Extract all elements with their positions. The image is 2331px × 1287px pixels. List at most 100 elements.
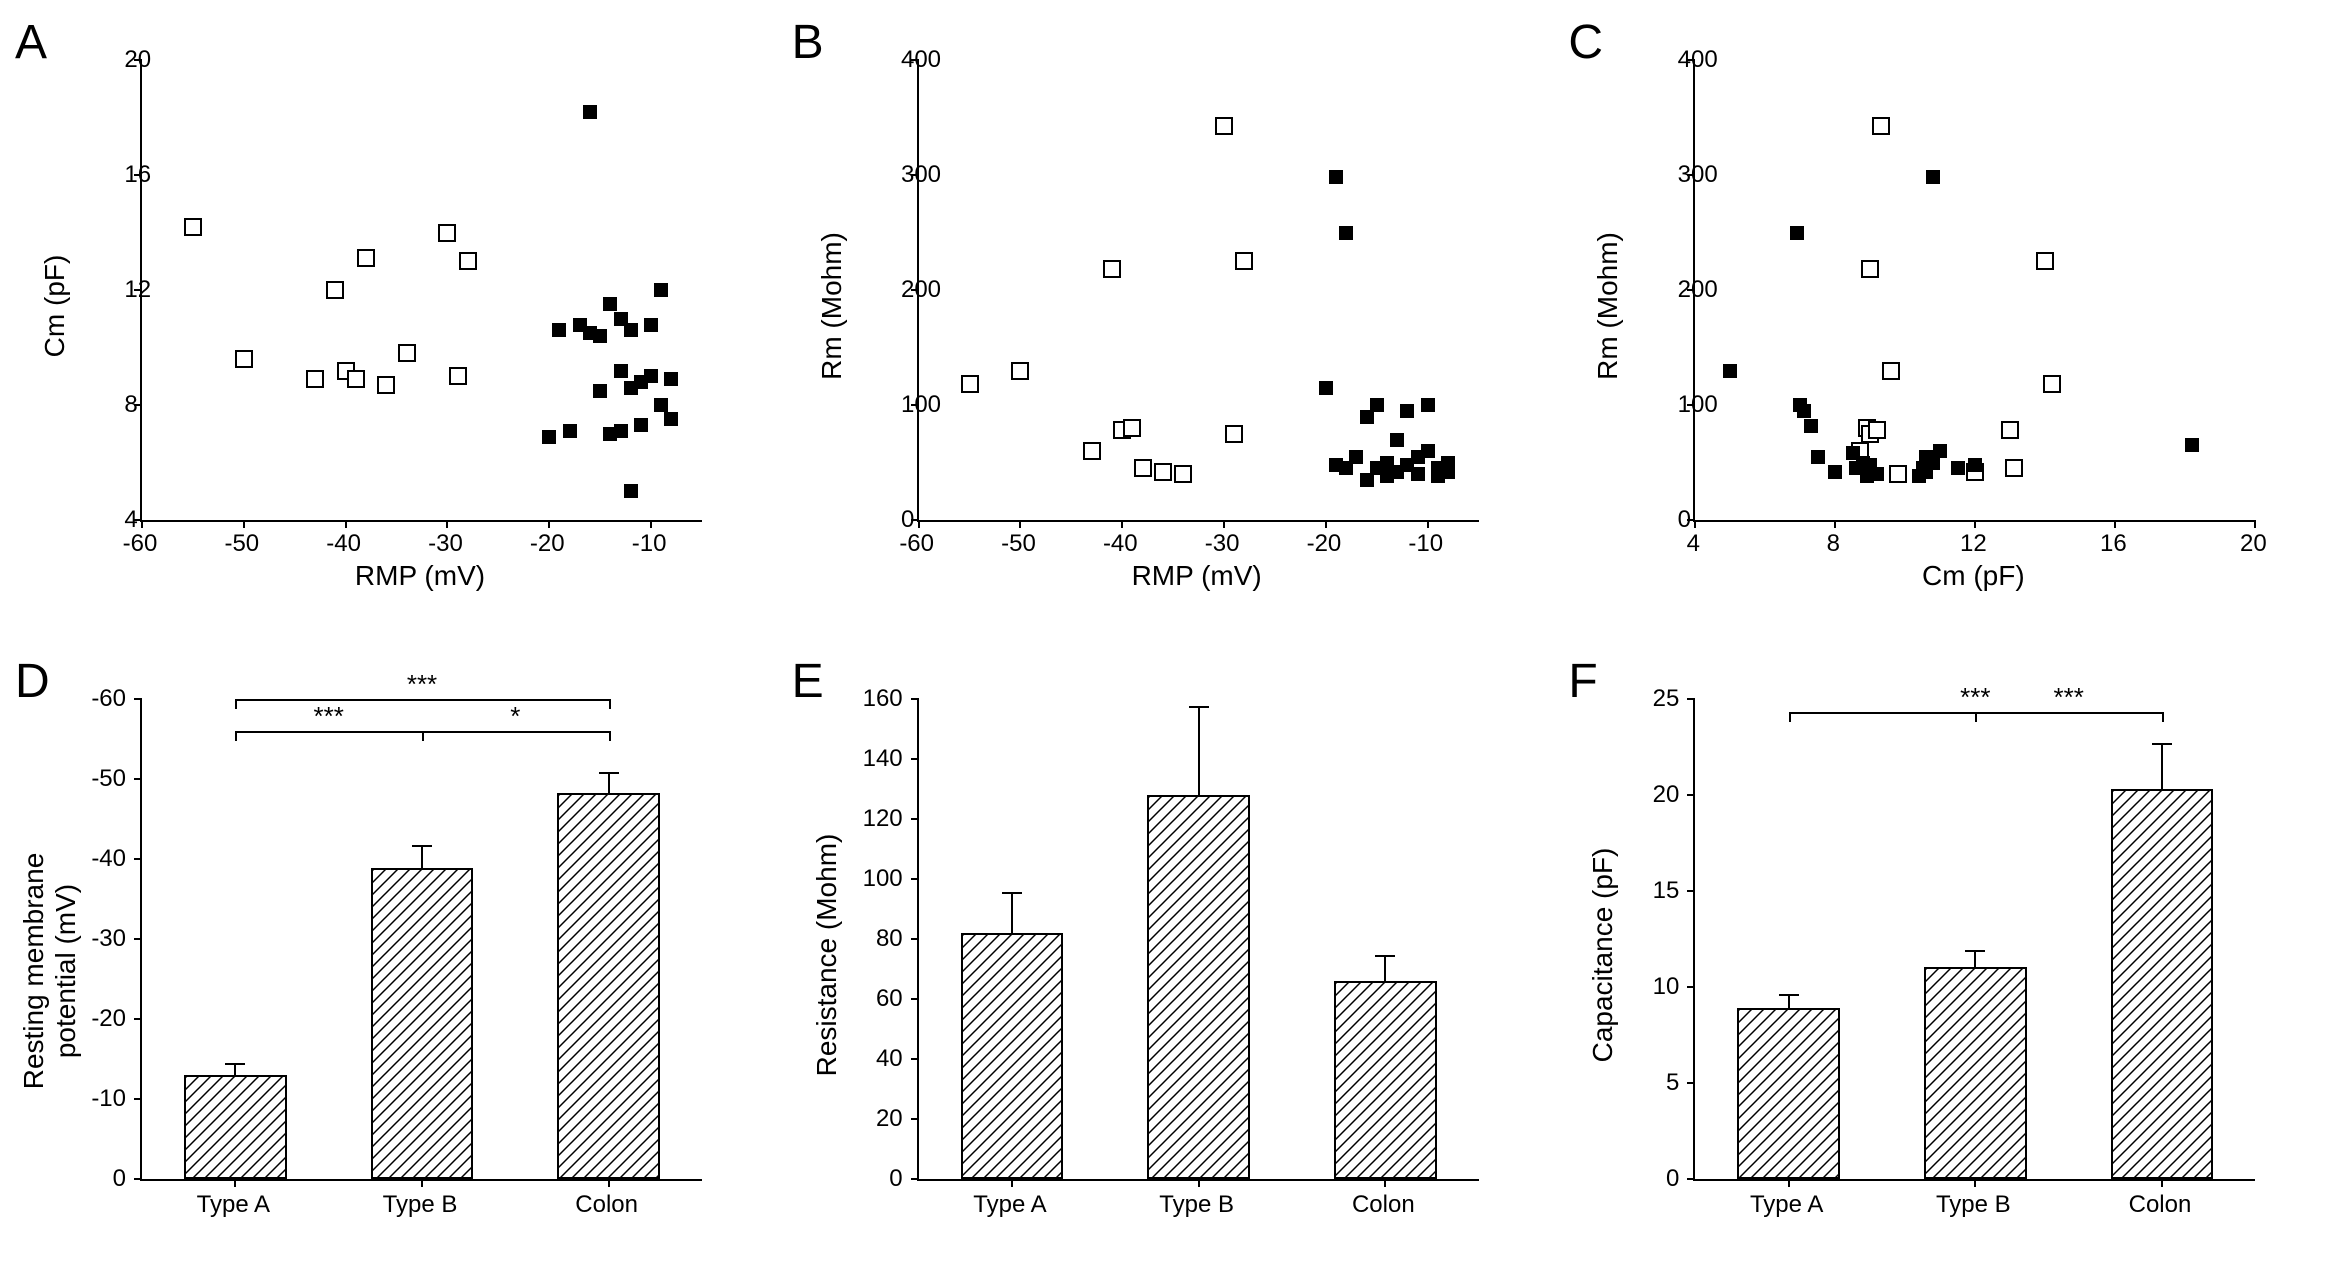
figure-grid: A-60-50-40-30-20-1048121620RMP (mV)Cm (p… — [20, 20, 2310, 1267]
data-point — [1411, 467, 1425, 481]
data-point — [1804, 419, 1818, 433]
y-axis-label: Capacitance (pF) — [1587, 805, 1619, 1105]
ytick-label: 40 — [876, 1045, 903, 1073]
category-label: Type B — [383, 1191, 458, 1219]
y-axis-label: Cm (pF) — [39, 206, 71, 406]
y-axis-label: Resistance (Mohm) — [811, 805, 843, 1105]
data-point — [1872, 117, 1890, 135]
data-point — [644, 369, 658, 383]
data-point — [1235, 252, 1253, 270]
data-point — [1123, 419, 1141, 437]
panel-label-e: E — [792, 654, 824, 709]
xtick-label: -20 — [1307, 530, 1342, 558]
category-label: Type A — [1750, 1191, 1823, 1219]
ytick-label: 100 — [863, 865, 903, 893]
y-axis-label: Rm (Mohm) — [1592, 206, 1624, 406]
bar — [1924, 967, 2027, 1178]
data-point — [1882, 362, 1900, 380]
ytick-label: 5 — [1666, 1069, 1679, 1097]
data-point — [306, 370, 324, 388]
data-point — [459, 252, 477, 270]
xtick-label: -30 — [1205, 530, 1240, 558]
xtick-label: -50 — [1001, 530, 1036, 558]
panel-label-f: F — [1568, 654, 1597, 709]
xtick-label: 12 — [1960, 530, 1987, 558]
ytick-label: 300 — [1678, 161, 1680, 189]
ytick-label: 20 — [124, 46, 126, 74]
data-point — [1370, 398, 1384, 412]
bar — [557, 793, 660, 1179]
category-label: Type B — [1159, 1191, 1234, 1219]
y-axis-label: Rm (Mohm) — [816, 206, 848, 406]
category-label: Colon — [1352, 1191, 1415, 1219]
category-label: Colon — [575, 1191, 638, 1219]
data-point — [1339, 226, 1353, 240]
category-label: Colon — [2129, 1191, 2192, 1219]
data-point — [614, 424, 628, 438]
data-point — [961, 375, 979, 393]
ytick-label: 0 — [901, 506, 903, 534]
data-point — [634, 418, 648, 432]
ytick-label: 300 — [901, 161, 903, 189]
significance-marker: *** — [313, 701, 343, 732]
xtick-label: 8 — [1827, 530, 1840, 558]
plot-area — [917, 699, 1479, 1181]
xtick-label: 4 — [1687, 530, 1700, 558]
bar — [1737, 1008, 1840, 1179]
data-point — [357, 249, 375, 267]
ytick-label: -40 — [91, 845, 126, 873]
data-point — [654, 283, 668, 297]
xtick-label: -50 — [224, 530, 259, 558]
xtick-label: -10 — [632, 530, 667, 558]
ytick-label: 400 — [1678, 46, 1680, 74]
data-point — [1390, 433, 1404, 447]
ytick-label: 160 — [863, 685, 903, 713]
ytick-label: 16 — [124, 161, 126, 189]
x-axis-label: RMP (mV) — [355, 560, 485, 592]
data-point — [593, 329, 607, 343]
data-point — [1225, 425, 1243, 443]
plot-area: ****** — [1693, 699, 2255, 1181]
plot-area: ******* — [140, 699, 702, 1181]
data-point — [1319, 381, 1333, 395]
data-point — [603, 297, 617, 311]
data-point — [1926, 170, 1940, 184]
data-point — [235, 350, 253, 368]
significance-marker: *** — [407, 669, 437, 700]
ytick-label: 20 — [1653, 781, 1680, 809]
category-label: Type A — [973, 1191, 1046, 1219]
bar — [2111, 789, 2214, 1179]
data-point — [1861, 260, 1879, 278]
data-point — [1329, 170, 1343, 184]
ytick-label: 0 — [1678, 506, 1680, 534]
data-point — [438, 224, 456, 242]
data-point — [1154, 463, 1172, 481]
data-point — [563, 424, 577, 438]
ytick-label: 4 — [124, 506, 126, 534]
data-point — [2043, 375, 2061, 393]
ytick-label: 0 — [1666, 1165, 1679, 1193]
data-point — [1103, 260, 1121, 278]
bar — [961, 933, 1064, 1179]
data-point — [326, 281, 344, 299]
panel-a: A-60-50-40-30-20-1048121620RMP (mV)Cm (p… — [20, 20, 757, 629]
panel-b: B-60-50-40-30-20-100100200300400RMP (mV)… — [797, 20, 1534, 629]
panel-label-d: D — [15, 654, 50, 709]
data-point — [1951, 461, 1965, 475]
ytick-label: -10 — [91, 1085, 126, 1113]
xtick-label: -40 — [1103, 530, 1138, 558]
data-point — [664, 412, 678, 426]
data-point — [184, 218, 202, 236]
ytick-label: 140 — [863, 745, 903, 773]
plot-area — [140, 60, 702, 522]
ytick-label: 20 — [876, 1105, 903, 1133]
data-point — [398, 344, 416, 362]
ytick-label: -30 — [91, 925, 126, 953]
ytick-label: 100 — [1678, 391, 1680, 419]
data-point — [1811, 450, 1825, 464]
data-point — [593, 384, 607, 398]
panel-f: F******0510152025Capacitance (pF)Type AT… — [1573, 659, 2310, 1268]
xtick-label: -40 — [326, 530, 361, 558]
xtick-label: 20 — [2240, 530, 2267, 558]
ytick-label: 15 — [1653, 877, 1680, 905]
